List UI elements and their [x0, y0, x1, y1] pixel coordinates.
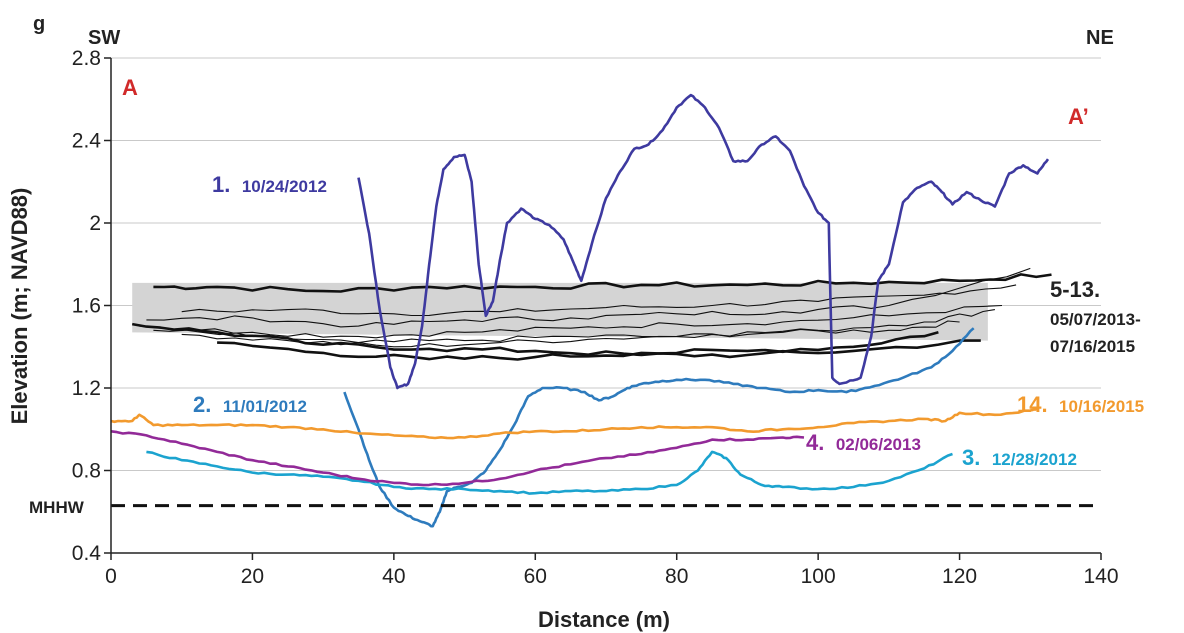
group-series-date-end: 07/16/2015 — [1050, 337, 1135, 356]
x-tick-label: 40 — [382, 565, 405, 588]
series-14-date: 10/16/2015 — [1059, 397, 1144, 416]
series-lines — [110, 93, 1050, 528]
series-14-number: 14. — [1017, 392, 1048, 417]
series-3-label: 3. 12/28/2012 — [962, 445, 1077, 470]
y-tick-label: 2.4 — [72, 130, 102, 153]
series-2-label: 2. 11/01/2012 — [193, 392, 307, 417]
group-series-line — [217, 331, 939, 361]
y-tick-label: 2 — [89, 212, 101, 235]
y-tick-label: 2.8 — [72, 47, 101, 70]
series-line-14 — [110, 407, 1038, 440]
group-series-line — [139, 304, 1003, 339]
y-tick-label: 0.8 — [72, 460, 101, 483]
series-3-number: 3. — [962, 445, 980, 470]
x-axis-title: Distance (m) — [538, 607, 670, 632]
series-1-number: 1. — [212, 172, 230, 197]
profile-start-label: A — [122, 75, 138, 100]
x-tick-label: 140 — [1083, 565, 1118, 588]
series-2-date: 11/01/2012 — [223, 397, 307, 416]
envelope-layer — [132, 282, 988, 341]
panel-label: g — [33, 13, 45, 35]
series-3-date: 12/28/2012 — [992, 450, 1077, 469]
envelope-band — [132, 282, 988, 341]
tick-labels: 0.4 0.8 1.2 1.6 2 2.4 2.8 0 20 40 60 80 100 120 140 — [72, 47, 1119, 588]
series-4-number: 4. — [806, 430, 824, 455]
series-4-date: 02/06/2013 — [836, 435, 921, 454]
sw-direction-label: SW — [88, 27, 120, 49]
group-series-line — [131, 322, 981, 359]
x-tick-label: 120 — [942, 565, 977, 588]
group-series-line — [146, 267, 1031, 328]
group-series-line — [181, 309, 995, 348]
y-tick-label: 1.6 — [72, 295, 101, 318]
series-line-4 — [110, 430, 805, 487]
profile-end-label: A’ — [1068, 104, 1089, 129]
series-14-label: 14. 10/16/2015 — [1017, 392, 1144, 417]
series-line-1 — [357, 93, 1050, 390]
series-1-date: 10/24/2012 — [242, 177, 327, 196]
y-tick-label: 0.4 — [72, 542, 102, 565]
series-1-label: 1. 10/24/2012 — [212, 172, 327, 197]
axes — [104, 57, 1102, 560]
y-tick-label: 1.2 — [72, 377, 101, 400]
y-axis-title: Elevation (m; NAVD88) — [7, 188, 32, 425]
group-series-lines — [131, 267, 1052, 361]
group-series-line — [153, 273, 1052, 293]
x-tick-label: 20 — [241, 565, 264, 588]
x-tick-label: 0 — [105, 565, 117, 588]
series-4-label: 4. 02/06/2013 — [806, 430, 921, 455]
x-tick-label: 100 — [801, 565, 836, 588]
group-series-date-start: 05/07/2013- — [1050, 310, 1141, 329]
series-2-number: 2. — [193, 392, 211, 417]
series-line-2 — [343, 327, 975, 528]
series-line-3 — [146, 450, 953, 495]
mhhw-label: MHHW — [29, 498, 85, 517]
x-tick-label: 80 — [665, 565, 688, 588]
x-tick-label: 60 — [524, 565, 547, 588]
group-series-line — [181, 284, 1017, 317]
group-series-number: 5-13. — [1050, 277, 1100, 302]
ne-direction-label: NE — [1086, 27, 1114, 49]
